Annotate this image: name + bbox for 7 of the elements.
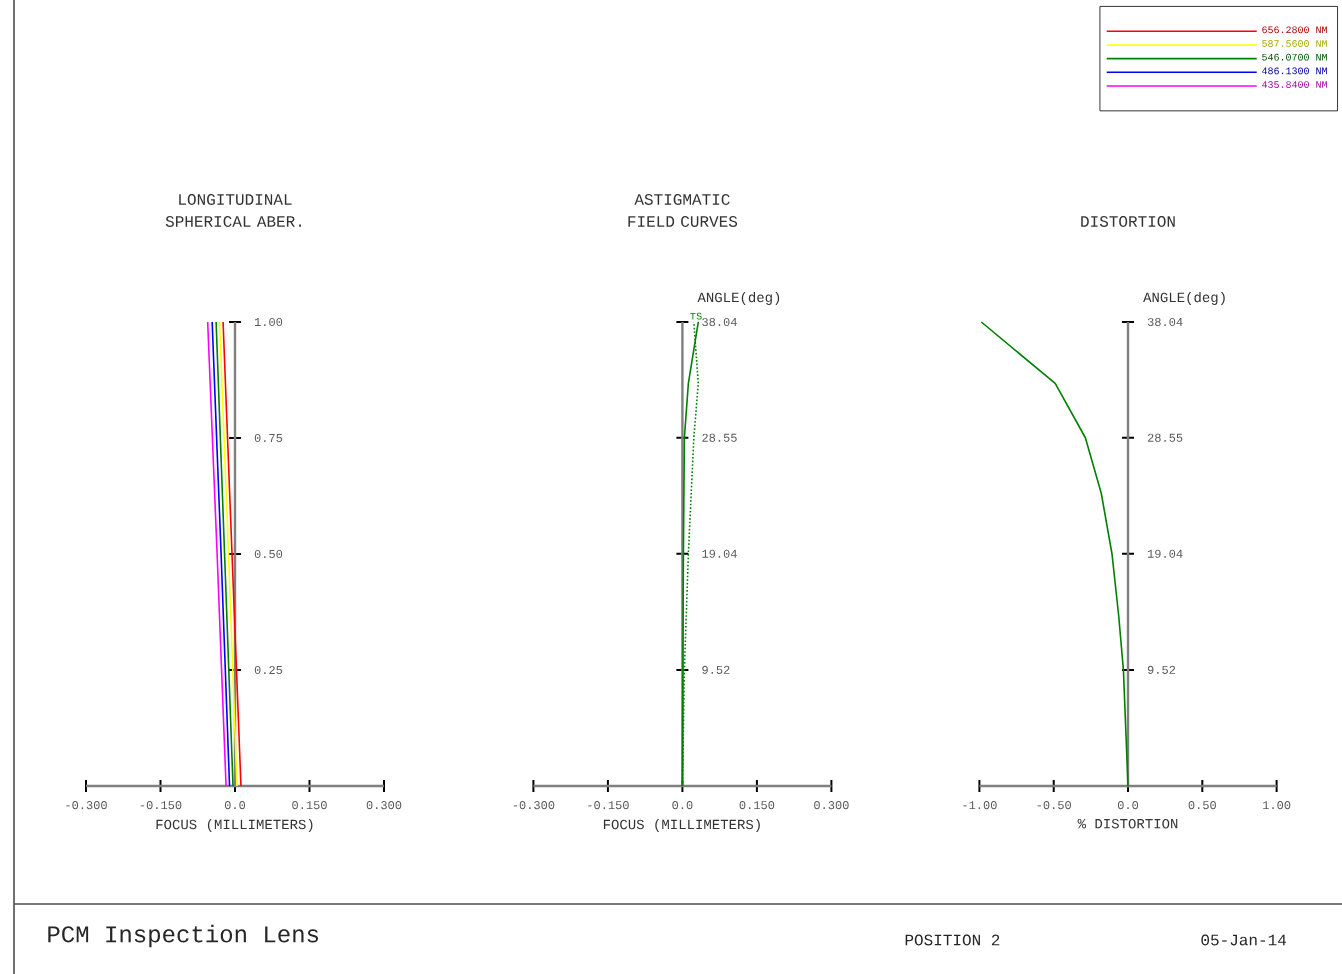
chart-title: DISTORTION	[1081, 216, 1175, 227]
text: POSITION 2	[905, 934, 1000, 946]
chart-title: ASTIGMATIC FIELD CURVES	[628, 194, 738, 227]
chart-title: LONGITUDINAL SPHERICAL ABER.	[165, 194, 301, 227]
line-series	[980, 321, 1129, 787]
text: PCM Inspection Lens	[48, 924, 319, 948]
text: 05-Jan-14	[1201, 934, 1286, 946]
